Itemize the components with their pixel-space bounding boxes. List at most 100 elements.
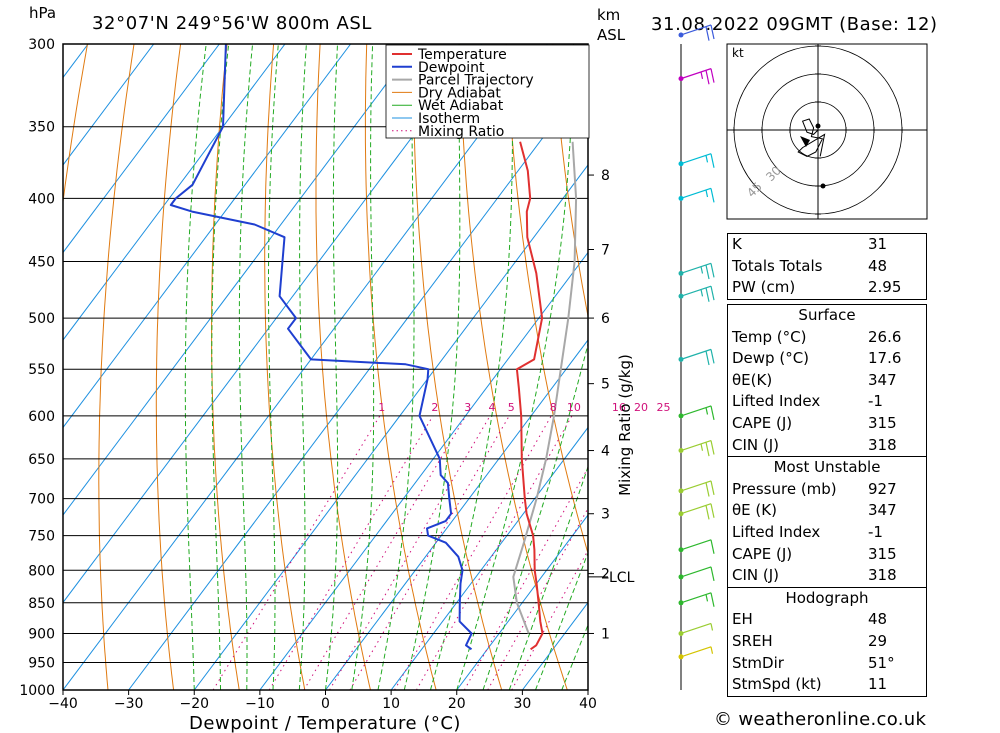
wet-adiabat-line bbox=[268, 44, 279, 690]
x-tick-label: −30 bbox=[114, 696, 144, 712]
wind-barb bbox=[680, 480, 715, 497]
mixing-ratio-label: 5 bbox=[508, 401, 515, 414]
wind-barb-dot bbox=[678, 630, 684, 636]
dewpoint-line bbox=[169, 44, 473, 651]
wind-barb-dot bbox=[678, 32, 684, 38]
pressure-tick-label: 300 bbox=[28, 37, 55, 53]
param-row: StmDir 51° bbox=[728, 653, 926, 675]
param-row: Totals Totals 48 bbox=[728, 256, 926, 278]
legend-entry: Dewpoint bbox=[418, 60, 485, 76]
wet-adiabat-line bbox=[430, 44, 514, 690]
legend-entry: Wet Adiabat bbox=[418, 98, 504, 114]
mixing-ratio-label: 1 bbox=[378, 401, 385, 414]
wet-adiabat-line bbox=[325, 44, 339, 690]
param-label: PW (cm) bbox=[732, 278, 796, 297]
pressure-tick-label: 750 bbox=[28, 529, 55, 545]
plot-frame bbox=[62, 43, 589, 691]
mixing-ratio-labels: 1 2 3 4 5 8 10 16 20 25 bbox=[378, 401, 670, 414]
param-label: Pressure (mb) bbox=[732, 479, 837, 498]
indices-panel: K 31 Totals Totals 48 PW (cm) 2.95 bbox=[727, 233, 927, 300]
x-tick-label: 10 bbox=[382, 696, 400, 712]
hodograph-surface-dot bbox=[815, 123, 821, 129]
parcel-trajectory-line bbox=[512, 141, 578, 634]
km-tick-label: 7 bbox=[601, 242, 610, 258]
wind-barb-dot bbox=[678, 270, 684, 276]
wind-barb bbox=[680, 622, 714, 635]
isotherm-line bbox=[390, 426, 588, 690]
param-value: 318 bbox=[868, 566, 897, 585]
param-value: 31 bbox=[868, 235, 888, 253]
datetime-title: 31.08.2022 09GMT (Base: 12) bbox=[651, 14, 938, 35]
mixing-ratio-label: 16 bbox=[612, 401, 626, 414]
x-axis-title: Dewpoint / Temperature (°C) bbox=[189, 713, 461, 733]
param-value: -1 bbox=[868, 392, 883, 411]
wind-barb bbox=[680, 153, 715, 168]
mixing-ratio-label: 25 bbox=[656, 401, 670, 414]
wet-adiabat-line bbox=[298, 44, 307, 690]
param-row: Dewp (°C) 17.6 bbox=[728, 348, 926, 370]
wind-barb-dot bbox=[678, 448, 684, 454]
legend-entry: Temperature bbox=[417, 47, 507, 63]
param-value: 51° bbox=[868, 653, 895, 672]
legend-entry: Dry Adiabat bbox=[418, 85, 501, 101]
wet-adiabat-line bbox=[238, 44, 254, 690]
hodograph-top-dot bbox=[820, 183, 826, 189]
param-row: CIN (J) 318 bbox=[728, 565, 926, 587]
km-tick-label: 5 bbox=[601, 377, 610, 393]
mixing-ratio-label: 4 bbox=[488, 401, 495, 414]
param-value: 26.6 bbox=[868, 327, 902, 346]
hodograph-trace bbox=[797, 118, 826, 157]
dry-adiabat-line bbox=[155, 44, 182, 690]
km-tick-label: 6 bbox=[601, 311, 610, 327]
mixing-ratio-axis-title: Mixing Ratio (g/kg) bbox=[616, 354, 634, 496]
wind-barb bbox=[680, 187, 715, 203]
wind-barb bbox=[680, 592, 715, 607]
param-label: θE (K) bbox=[732, 501, 777, 520]
wind-barb bbox=[680, 539, 715, 554]
lcl-label: LCL bbox=[609, 570, 635, 586]
param-row: Temp (°C) 26.6 bbox=[728, 327, 926, 349]
param-label: StmSpd (kt) bbox=[732, 675, 822, 694]
wind-barb bbox=[680, 285, 715, 302]
mixing-ratio-label: 10 bbox=[567, 401, 581, 414]
pressure-tick-label: 650 bbox=[28, 452, 55, 468]
wind-barb-dot bbox=[678, 76, 684, 82]
param-row: SREH 29 bbox=[728, 631, 926, 653]
surface-panel: Surface Temp (°C) 26.6 Dewp (°C) 17.6 θE(K) 3… bbox=[727, 304, 927, 697]
legend-entry: Mixing Ratio bbox=[418, 124, 504, 140]
wet-adiabat-line bbox=[184, 44, 207, 690]
pressure-tick-label: 950 bbox=[28, 655, 55, 671]
pressure-tick-label: 850 bbox=[28, 596, 55, 612]
param-label: SREH bbox=[732, 631, 773, 650]
wind-barb-dot bbox=[678, 600, 684, 606]
param-label: CIN (J) bbox=[732, 435, 780, 454]
wind-profile bbox=[678, 24, 715, 690]
pressure-tick-label: 600 bbox=[28, 409, 55, 425]
param-value: 2.95 bbox=[868, 278, 902, 297]
x-tick-label: 30 bbox=[513, 696, 531, 712]
param-value: 315 bbox=[868, 544, 897, 563]
most-unstable-title: Most Unstable bbox=[773, 458, 881, 477]
dry-adiabat-line bbox=[972, 44, 1000, 690]
wind-barb bbox=[680, 646, 714, 658]
pressure-tick-label: 1000 bbox=[19, 683, 55, 699]
param-value: 11 bbox=[868, 675, 888, 694]
param-value: 17.6 bbox=[868, 349, 902, 368]
param-row: StmSpd (kt) 11 bbox=[728, 674, 926, 696]
isotherm-line bbox=[128, 76, 588, 690]
legend-box bbox=[385, 44, 590, 139]
pressure-tick-label: 700 bbox=[28, 492, 55, 508]
wind-barb bbox=[680, 262, 715, 280]
param-label: Dewp (°C) bbox=[732, 349, 810, 368]
pressure-tick-label: 550 bbox=[28, 362, 55, 378]
param-label: EH bbox=[732, 610, 753, 629]
wind-barb-dot bbox=[678, 195, 684, 201]
wind-barb-dot bbox=[678, 654, 684, 660]
temperature-line bbox=[515, 141, 544, 651]
mixing-ratio-label: 3 bbox=[464, 401, 471, 414]
wind-barb bbox=[680, 348, 715, 366]
param-label: θE(K) bbox=[732, 370, 773, 389]
param-value: 318 bbox=[868, 435, 897, 454]
param-row: Lifted Index -1 bbox=[728, 522, 926, 544]
